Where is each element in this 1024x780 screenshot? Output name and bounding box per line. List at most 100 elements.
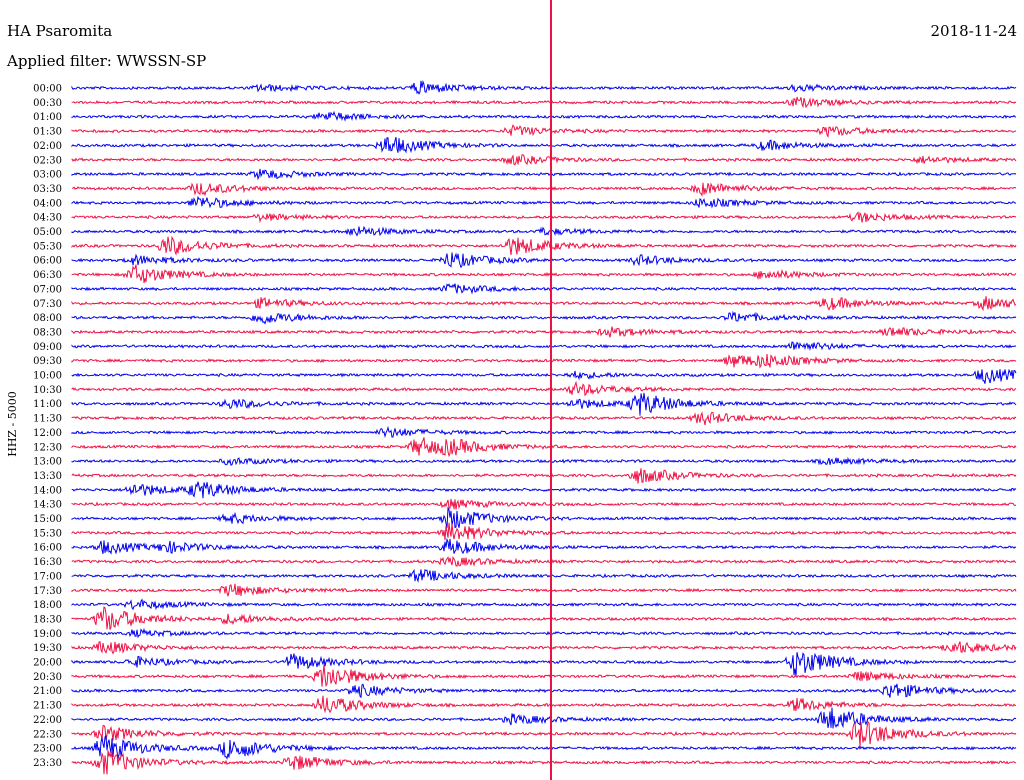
trace-line — [71, 606, 1017, 630]
trace-line — [71, 735, 1017, 760]
tick-label: 17:00 — [33, 571, 62, 582]
trace-line — [71, 683, 1017, 699]
tick-label: 03:30 — [33, 184, 62, 195]
tick-label: 05:00 — [33, 227, 62, 238]
tick-label: 04:30 — [33, 213, 62, 224]
trace-line — [71, 652, 1017, 677]
trace-line — [71, 79, 1017, 95]
trace-line — [71, 522, 1017, 541]
tick-label: 05:30 — [33, 241, 62, 252]
trace-line — [71, 110, 1017, 122]
trace-group — [71, 79, 1017, 775]
tick-label: 08:00 — [33, 313, 62, 324]
tick-label: 19:00 — [33, 629, 62, 640]
tick-label: 18:30 — [33, 614, 62, 625]
tick-label: 12:00 — [33, 428, 62, 439]
trace-line — [71, 506, 1017, 529]
trace-line — [71, 664, 1017, 687]
trace-line — [71, 96, 1017, 109]
trace-line — [71, 296, 1017, 312]
trace-line — [71, 392, 1017, 416]
trace-line — [71, 168, 1017, 181]
trace-line — [71, 252, 1017, 269]
trace-line — [71, 411, 1017, 426]
trace-line — [71, 211, 1017, 224]
tick-label: 00:00 — [33, 84, 62, 95]
trace-line — [71, 195, 1017, 209]
trace-line — [71, 556, 1017, 567]
tick-label: 11:00 — [33, 399, 62, 410]
channel-label: HHZ - 5000 — [6, 391, 19, 457]
trace-line — [71, 750, 1017, 775]
tick-label: 11:30 — [33, 414, 62, 425]
tick-label-group: 00:00 00:30 01:00 01:30 02:00 02:30 03:00 03:30… — [33, 84, 62, 769]
trace-line — [71, 380, 1017, 397]
tick-label: 03:00 — [33, 170, 62, 181]
trace-line — [71, 481, 1017, 499]
tick-label: 12:30 — [33, 442, 62, 453]
tick-label: 18:00 — [33, 600, 62, 611]
tick-label: 06:00 — [33, 256, 62, 267]
trace-line — [71, 154, 1017, 166]
trace-line — [71, 124, 1017, 139]
tick-label: 04:00 — [33, 198, 62, 209]
date-label: 2018-11-24 — [931, 22, 1017, 40]
trace-line — [71, 225, 1017, 237]
filter-label: Applied filter: WWSSN-SP — [6, 52, 206, 70]
trace-line — [71, 182, 1017, 197]
trace-line — [71, 425, 1017, 439]
tick-label: 10:00 — [33, 371, 62, 382]
tick-label: 20:00 — [33, 658, 62, 669]
tick-label: 21:30 — [33, 701, 62, 712]
trace-line — [71, 353, 1017, 369]
trace-line — [71, 456, 1017, 466]
trace-line — [71, 264, 1017, 284]
tick-label: 14:00 — [33, 485, 62, 496]
tick-label: 16:00 — [33, 543, 62, 554]
tick-label: 02:30 — [33, 155, 62, 166]
tick-label: 13:00 — [33, 457, 62, 468]
trace-line — [71, 341, 1017, 352]
tick-label: 15:00 — [33, 514, 62, 525]
tick-label: 08:30 — [33, 327, 62, 338]
trace-line — [71, 627, 1017, 639]
trace-line — [71, 136, 1017, 154]
station-title: HA Psaromita — [7, 22, 112, 40]
trace-line — [71, 707, 1017, 729]
trace-line — [71, 537, 1017, 555]
tick-label: 07:30 — [33, 299, 62, 310]
trace-line — [71, 437, 1017, 458]
tick-label: 21:00 — [33, 686, 62, 697]
tick-label: 01:30 — [33, 127, 62, 138]
tick-label: 02:00 — [33, 141, 62, 152]
trace-line — [71, 368, 1017, 384]
tick-label: 09:30 — [33, 356, 62, 367]
trace-line — [71, 720, 1017, 748]
trace-line — [71, 498, 1017, 510]
trace-line — [71, 235, 1017, 256]
tick-label: 01:00 — [33, 112, 62, 123]
tick-label: 13:30 — [33, 471, 62, 482]
trace-line — [71, 283, 1017, 295]
tick-label: 15:30 — [33, 528, 62, 539]
tick-label: 10:30 — [33, 385, 62, 396]
tick-label: 20:30 — [33, 672, 62, 683]
trace-line — [71, 468, 1017, 484]
tick-label: 06:30 — [33, 270, 62, 281]
trace-line — [71, 641, 1017, 655]
tick-label: 17:30 — [33, 586, 62, 597]
tick-label: 22:00 — [33, 715, 62, 726]
tick-label: 23:30 — [33, 758, 62, 769]
tick-label: 23:00 — [33, 744, 62, 755]
trace-line — [71, 568, 1017, 583]
tick-label: 07:00 — [33, 284, 62, 295]
tick-label: 09:00 — [33, 342, 62, 353]
trace-line — [71, 598, 1017, 611]
trace-line — [71, 695, 1017, 714]
tick-label: 16:30 — [33, 557, 62, 568]
tick-label: 00:30 — [33, 98, 62, 109]
trace-line — [71, 583, 1017, 597]
tick-label: 14:30 — [33, 500, 62, 511]
tick-label: 19:30 — [33, 643, 62, 654]
